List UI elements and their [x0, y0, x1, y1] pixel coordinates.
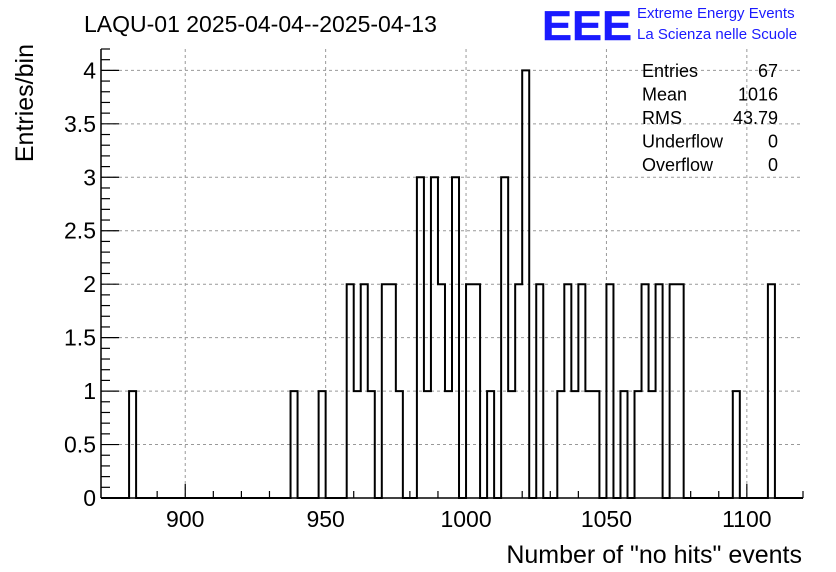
stats-label: Mean — [642, 85, 687, 105]
eee-logo-mark: EEE — [542, 2, 632, 49]
x-tick-label: 1050 — [581, 506, 632, 532]
x-tick-label: 950 — [306, 506, 344, 532]
x-axis-ticks: 900 950 1000 1050 1100 — [128, 484, 804, 532]
x-tick-label: 1100 — [722, 506, 771, 532]
stats-value: 43.79 — [733, 108, 778, 128]
eee-logo: EEE Extreme Energy Events La Scienza nel… — [542, 2, 797, 50]
y-axis-label: Entries/bin — [11, 44, 39, 162]
y-tick-label: 3.5 — [64, 111, 96, 137]
stats-label: Underflow — [642, 132, 724, 152]
stats-value: 0 — [768, 155, 778, 175]
stats-label: RMS — [642, 108, 682, 128]
histogram-outline — [101, 69, 803, 499]
chart-title: LAQU-01 2025-04-04--2025-04-13 — [84, 11, 437, 37]
x-axis-label: Number of "no hits" events — [506, 541, 802, 569]
eee-logo-line2: La Scienza nelle Scuole — [637, 26, 797, 43]
y-tick-label: 2 — [83, 271, 96, 297]
y-tick-label: 0 — [83, 485, 96, 511]
y-tick-label: 1 — [83, 378, 96, 404]
y-tick-label: 2.5 — [64, 218, 96, 244]
y-tick-label: 4 — [83, 57, 96, 83]
stats-box: Entries 67 Mean 1016 RMS 43.79 Underflow 0 Overf… — [642, 61, 778, 175]
y-tick-label: 0.5 — [64, 432, 96, 458]
stats-label: Overflow — [642, 155, 714, 175]
x-tick-label: 900 — [166, 506, 204, 532]
y-axis-ticks: 0 0.5 1 1.5 2 2.5 3 3.5 4 — [64, 48, 119, 511]
stats-value: 1016 — [738, 85, 778, 105]
stats-label: Entries — [642, 61, 698, 81]
eee-logo-line1: Extreme Energy Events — [637, 5, 795, 22]
stats-value: 0 — [768, 132, 778, 152]
y-tick-label: 1.5 — [64, 325, 96, 351]
y-tick-label: 3 — [83, 164, 96, 190]
x-tick-label: 1000 — [440, 506, 491, 532]
stats-value: 67 — [758, 61, 778, 81]
